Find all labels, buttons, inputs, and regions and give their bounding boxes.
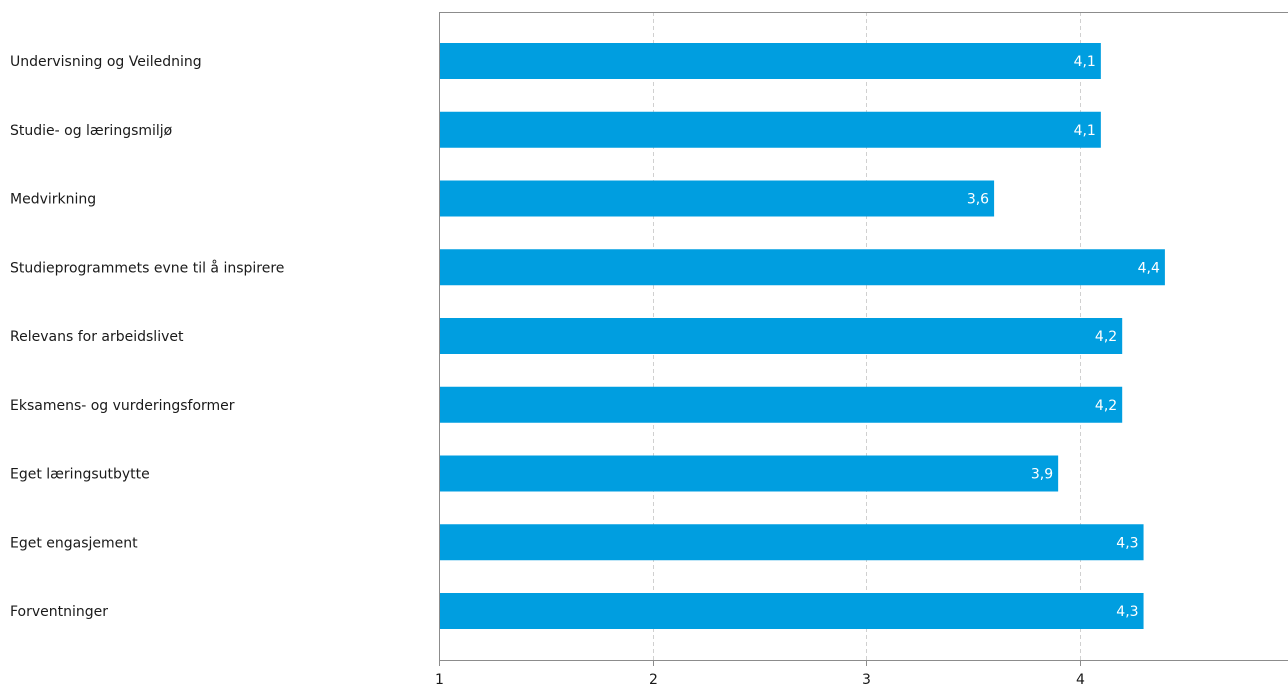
bar-value-label: 4,1 <box>1074 123 1096 139</box>
bar <box>439 386 1123 423</box>
bar <box>439 455 1059 492</box>
axes <box>439 12 1288 666</box>
bar <box>439 593 1144 629</box>
bar <box>439 318 1123 354</box>
category-label: Relevans for arbeidslivet <box>10 329 184 345</box>
bar <box>439 111 1101 148</box>
bar <box>439 249 1165 286</box>
bar-value-label: 3,6 <box>967 192 989 208</box>
category-label: Eget læringsutbytte <box>10 467 150 483</box>
bar-value-label: 4,2 <box>1095 398 1117 414</box>
category-labels: Undervisning og Veiledning Studie- og lær… <box>10 54 284 620</box>
x-tick-label: 1 <box>435 672 444 688</box>
bar-value-label: 4,2 <box>1095 329 1117 345</box>
bar <box>439 43 1101 79</box>
x-tick-label: 3 <box>862 672 871 688</box>
category-label: Eget engasjement <box>10 535 138 551</box>
bar <box>439 524 1144 561</box>
category-label: Studieprogrammets evne til å inspirere <box>10 259 284 276</box>
category-label: Studie- og læringsmiljø <box>10 123 173 139</box>
bars <box>439 43 1165 629</box>
value-labels: 4,1 4,1 3,6 4,4 4,2 4,2 3,9 4,3 4,3 <box>967 54 1160 620</box>
category-label: Forventninger <box>10 604 108 620</box>
x-tick-label: 4 <box>1076 672 1085 688</box>
category-label: Medvirkning <box>10 192 96 208</box>
bar-value-label: 4,3 <box>1116 535 1138 551</box>
bar-value-label: 4,1 <box>1074 54 1096 70</box>
bar <box>439 180 995 217</box>
category-label: Undervisning og Veiledning <box>10 54 202 70</box>
bar-value-label: 4,3 <box>1116 604 1138 620</box>
bar-value-label: 3,9 <box>1031 467 1053 483</box>
x-tick-labels: 12345 <box>435 672 1085 688</box>
category-label: Eksamens- og vurderingsformer <box>10 398 235 414</box>
bar-value-label: 4,4 <box>1138 260 1160 276</box>
x-tick-label: 2 <box>649 672 658 688</box>
